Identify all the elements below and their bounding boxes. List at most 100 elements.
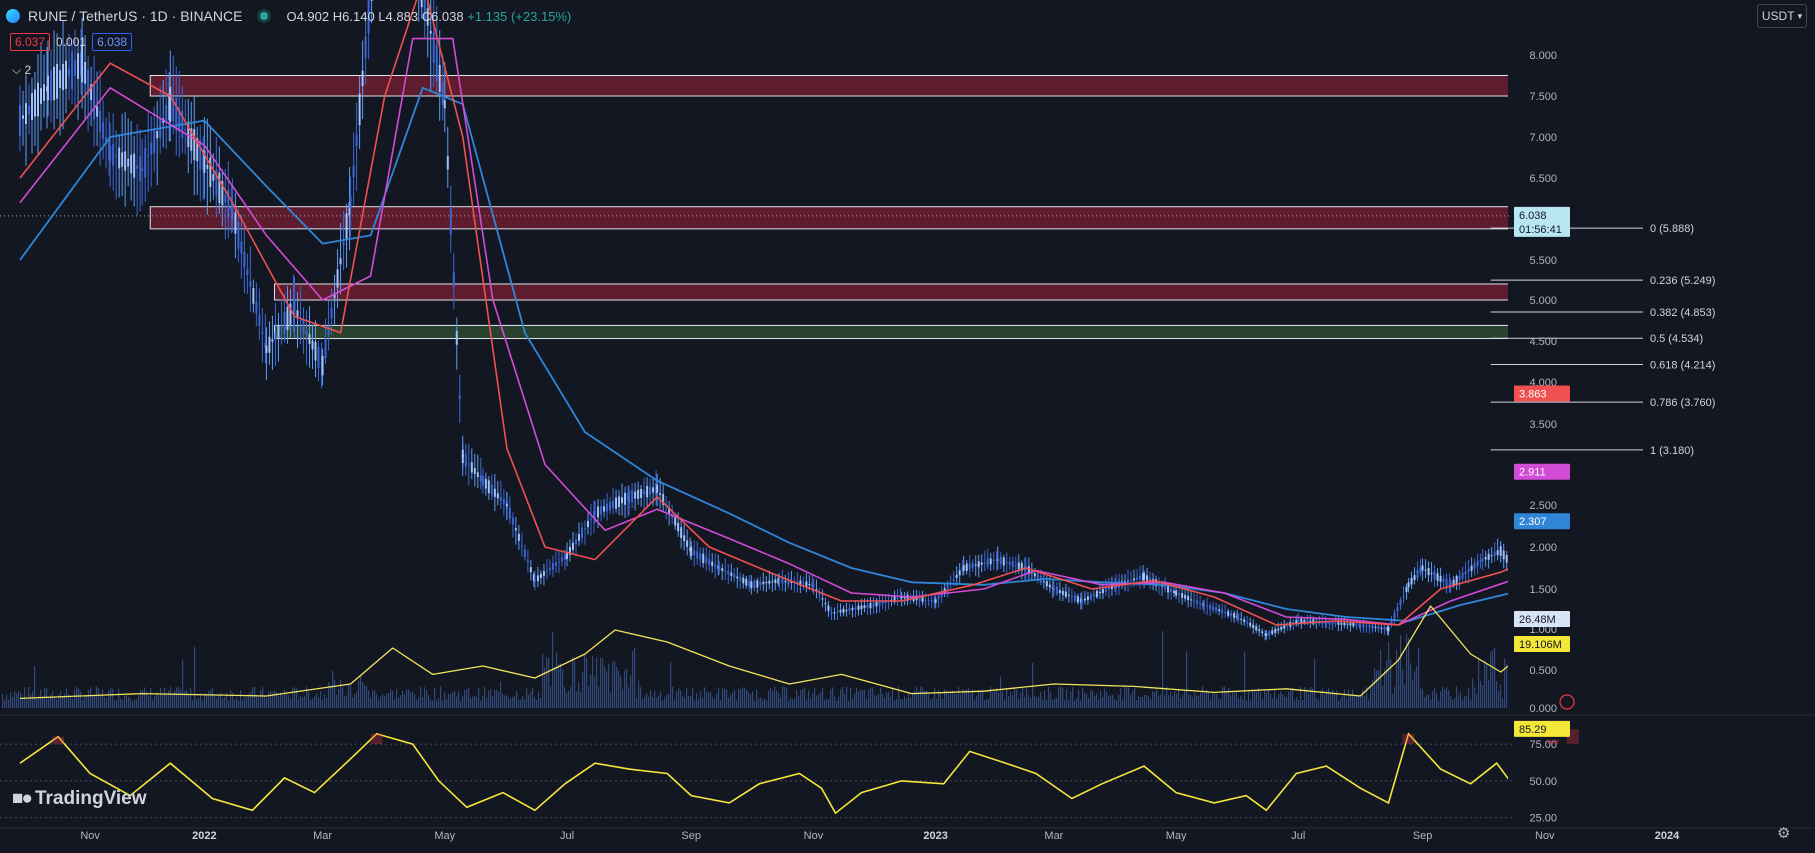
volume-bar (960, 693, 962, 708)
volume-bar (452, 692, 454, 708)
candle-body (580, 527, 583, 539)
volume-bar (424, 687, 426, 708)
candle-body (750, 581, 753, 589)
volume-bar (1456, 686, 1458, 708)
volume-bar (954, 693, 956, 708)
volume-bar (42, 695, 44, 708)
volume-bar (590, 674, 592, 708)
candle-body (1055, 586, 1058, 594)
candle-body (147, 155, 150, 157)
candle-body (1258, 629, 1261, 632)
symbol-title[interactable]: RUNE / TetherUS · 1D · BINANCE (28, 8, 243, 24)
volume-bar (1024, 696, 1026, 708)
y-tick-label: 6.500 (1529, 173, 1557, 185)
volume-bar (374, 690, 376, 708)
volume-bar (1028, 695, 1030, 708)
sell-button[interactable]: 6.037 (10, 33, 51, 51)
volume-bar (848, 700, 850, 708)
candle-body (656, 484, 659, 493)
volume-bar (776, 690, 778, 708)
candle-body (274, 332, 277, 340)
candle-body (65, 60, 68, 89)
volume-bar (682, 695, 684, 708)
volume-bar (322, 699, 324, 708)
volume-bar (34, 666, 36, 708)
volume-bar (368, 690, 370, 708)
candle-body (1178, 593, 1181, 596)
candle-body (568, 546, 571, 555)
volume-bar (1116, 700, 1118, 708)
volume-bar (1256, 691, 1258, 708)
candle-body (711, 561, 714, 566)
candle-body (1042, 581, 1045, 583)
volume-bar (458, 691, 460, 708)
volume-bar (1118, 694, 1120, 708)
y-tick-label: 4.500 (1529, 336, 1557, 348)
buy-button[interactable]: 6.038 (92, 33, 133, 51)
volume-bar (1502, 698, 1504, 708)
volume-bar (340, 679, 342, 708)
volume-bar (318, 697, 320, 708)
tradingview-logo[interactable]: ■● TradingView (12, 788, 147, 810)
volume-bar (330, 685, 332, 708)
candle-body (502, 499, 505, 505)
volume-bar (394, 699, 396, 708)
candle-body (1346, 623, 1349, 625)
candle-body (25, 103, 27, 125)
volume-bar (602, 658, 604, 708)
indicators-toggle[interactable]: ⌵ 2 (12, 63, 31, 78)
volume-bar (1268, 689, 1270, 708)
volume-bar (272, 692, 274, 708)
volume-bar (912, 692, 914, 708)
volume-bar (364, 684, 366, 708)
candle-body (1206, 605, 1209, 607)
volume-bar (1494, 647, 1496, 708)
candle-body (1173, 590, 1176, 594)
candle-body (1445, 578, 1448, 587)
candle-body (333, 292, 336, 299)
gear-icon[interactable]: ⚙ (1777, 825, 1791, 842)
y-tick-label: 0.500 (1529, 665, 1557, 677)
volume-bar (130, 698, 132, 708)
candle-body (93, 83, 96, 120)
volume-bar (1478, 659, 1480, 708)
volume-bar (642, 699, 644, 708)
volume-bar (1012, 694, 1014, 708)
ema-magenta-badge: 2.911 (1519, 467, 1546, 479)
alert-icon[interactable] (1559, 694, 1575, 710)
volume-bar (1282, 694, 1284, 708)
volume-bar (186, 689, 188, 708)
volume-bar (1142, 697, 1144, 708)
volume-bar (1320, 692, 1322, 708)
symbol-header[interactable]: RUNE / TetherUS · 1D · BINANCE O4.902 H6… (6, 6, 571, 26)
volume-bar (1196, 695, 1198, 708)
candle-body (133, 153, 136, 178)
candle-body (1413, 575, 1416, 581)
volume-bar (1372, 679, 1374, 708)
volume-bar (196, 698, 198, 708)
candle-body (1101, 589, 1104, 594)
volume-bar (1216, 693, 1218, 708)
candle-body (1246, 621, 1249, 624)
volume-bar (1252, 689, 1254, 708)
volume-bar (982, 689, 984, 708)
currency-select[interactable]: USDT ▾ (1757, 4, 1807, 28)
candle-body (1309, 620, 1312, 623)
candle-body (224, 194, 227, 203)
candle-body (1236, 615, 1239, 618)
volume-bar (86, 695, 88, 708)
candle-body (467, 463, 470, 465)
candle-body (1187, 596, 1190, 601)
volume-bar (1076, 698, 1078, 708)
candle-body (597, 506, 600, 518)
volume-bar (522, 696, 524, 708)
candle-body (141, 168, 144, 172)
volume-bar (820, 692, 822, 708)
volume-bar (240, 690, 242, 708)
candle-body (1149, 577, 1152, 582)
volume-bar (96, 686, 98, 708)
volume-bar (46, 688, 48, 708)
candle-body (168, 93, 171, 120)
